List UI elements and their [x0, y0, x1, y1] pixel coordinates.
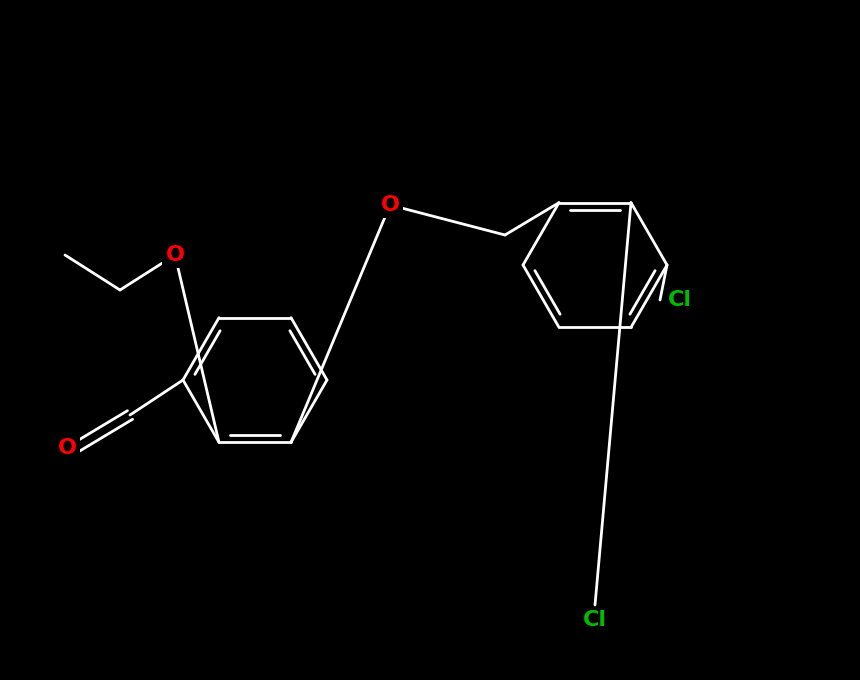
- Text: O: O: [380, 195, 400, 215]
- Text: Cl: Cl: [668, 290, 692, 310]
- Text: O: O: [58, 438, 77, 458]
- Text: O: O: [165, 245, 185, 265]
- Text: Cl: Cl: [583, 610, 607, 630]
